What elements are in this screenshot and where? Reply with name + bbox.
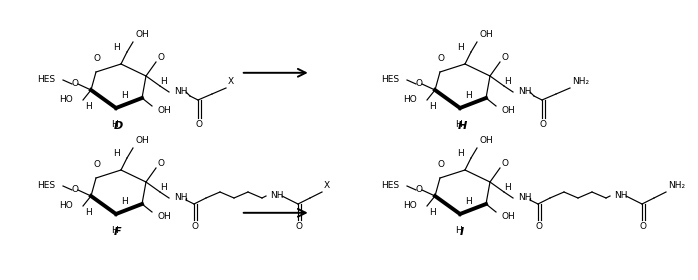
Text: H: H — [121, 92, 128, 101]
Text: NH: NH — [270, 192, 283, 200]
Text: HES: HES — [381, 76, 399, 85]
Text: H: H — [430, 102, 436, 111]
Text: NH₂: NH₂ — [668, 181, 685, 190]
Text: O: O — [415, 186, 422, 195]
Text: H: H — [86, 208, 92, 217]
Text: H: H — [458, 43, 464, 52]
Text: H: H — [466, 92, 472, 101]
Text: HES: HES — [37, 76, 55, 85]
Text: HO: HO — [403, 202, 417, 211]
Text: H: H — [504, 183, 511, 192]
Text: OH: OH — [135, 30, 149, 39]
Text: I: I — [460, 227, 464, 237]
Text: H: H — [114, 43, 120, 52]
Text: H: H — [121, 197, 128, 207]
Text: H: H — [110, 226, 117, 235]
Text: O: O — [158, 159, 165, 168]
Text: NH₂: NH₂ — [572, 77, 589, 86]
Text: HO: HO — [403, 95, 417, 104]
Text: H: H — [110, 120, 117, 129]
Text: HO: HO — [59, 95, 73, 104]
Text: H: H — [466, 197, 472, 207]
Text: H: H — [160, 183, 167, 192]
Text: O: O — [535, 222, 542, 231]
Text: X: X — [324, 181, 330, 190]
Text: OH: OH — [135, 136, 149, 145]
Text: H: H — [86, 102, 92, 111]
Text: F: F — [114, 227, 122, 237]
Text: H: H — [454, 226, 461, 235]
Text: H: H — [454, 120, 461, 129]
Text: H: H — [430, 208, 436, 217]
Text: O: O — [71, 186, 78, 195]
Text: O: O — [639, 222, 646, 231]
Text: OH: OH — [158, 212, 172, 221]
Text: H: H — [504, 76, 511, 85]
Text: HO: HO — [59, 202, 73, 211]
Text: O: O — [540, 120, 547, 129]
Text: O: O — [502, 53, 509, 62]
Text: O: O — [71, 80, 78, 88]
Text: H: H — [160, 76, 167, 85]
Text: O: O — [438, 160, 445, 169]
Text: OH: OH — [479, 136, 493, 145]
Text: HES: HES — [381, 181, 399, 190]
Text: O: O — [158, 53, 165, 62]
Text: O: O — [191, 222, 198, 231]
Text: O: O — [415, 80, 422, 88]
Text: NH: NH — [174, 87, 188, 97]
Text: NH: NH — [518, 193, 531, 202]
Text: HES: HES — [37, 181, 55, 190]
Text: NH: NH — [174, 193, 188, 202]
Text: OH: OH — [502, 212, 516, 221]
Text: H: H — [457, 121, 467, 131]
Text: X: X — [228, 77, 234, 86]
Text: NH: NH — [518, 87, 531, 97]
Text: H: H — [458, 149, 464, 158]
Text: O: O — [195, 120, 202, 129]
Text: O: O — [295, 222, 302, 231]
Text: O: O — [438, 54, 445, 63]
Text: O: O — [94, 54, 101, 63]
Text: OH: OH — [158, 106, 172, 115]
Text: OH: OH — [502, 106, 516, 115]
Text: O: O — [502, 159, 509, 168]
Text: H: H — [114, 149, 120, 158]
Text: O: O — [94, 160, 101, 169]
Text: OH: OH — [479, 30, 493, 39]
Text: D: D — [113, 121, 123, 131]
Text: NH: NH — [614, 192, 628, 200]
